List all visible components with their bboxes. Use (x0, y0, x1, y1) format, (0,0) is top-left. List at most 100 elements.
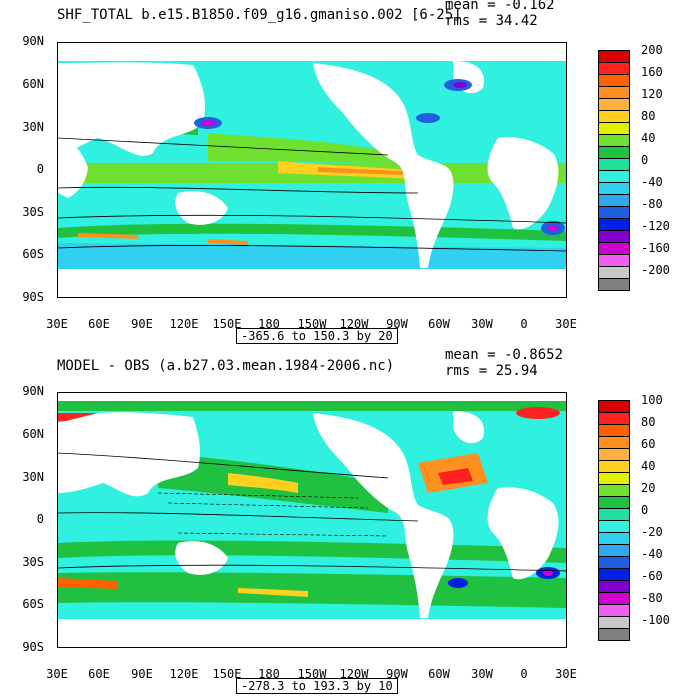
colorbar-swatch (598, 218, 630, 230)
colorbar-label: -40 (641, 175, 663, 189)
colorbar-label: 160 (641, 65, 663, 79)
x-tick-label: 30E (555, 667, 577, 681)
colorbar-label: -100 (641, 613, 670, 627)
x-tick-label: 0 (520, 317, 528, 331)
y-tick-label: 0 (36, 512, 44, 526)
x-tick-label: 30E (555, 317, 577, 331)
colorbar-swatch (598, 424, 630, 436)
x-tick-label: 90E (131, 667, 153, 681)
x-tick-label: 30E (46, 667, 68, 681)
colorbar-label: -40 (641, 547, 663, 561)
rms-value: rms = 25.94 (445, 363, 538, 379)
colorbar-label: 20 (641, 481, 656, 495)
x-tick-label: 180 (258, 667, 280, 681)
colorbar-swatch (598, 544, 630, 556)
colorbar-swatch (598, 206, 630, 218)
y-tick-label: 90N (22, 34, 44, 48)
colorbar-label: 0 (641, 153, 649, 167)
y-tick-label: 60N (22, 427, 44, 441)
x-tick-label: 60W (428, 667, 450, 681)
colorbar-swatch (598, 460, 630, 472)
colorbar-label: 80 (641, 109, 656, 123)
colorbar-label: -20 (641, 525, 663, 539)
x-tick-label: 30W (471, 667, 493, 681)
x-tick-label: 150W (297, 667, 327, 681)
colorbar-swatch (598, 266, 630, 278)
colorbar-label: 100 (641, 393, 663, 407)
colorbar-swatch (598, 74, 630, 86)
colorbar-swatch (598, 508, 630, 520)
colorbar-label: 120 (641, 87, 663, 101)
colorbar-swatch (598, 146, 630, 158)
colorbar-swatch (598, 170, 630, 182)
x-tick-label: 60E (88, 667, 110, 681)
y-tick-label: 60N (22, 77, 44, 91)
colorbar-label: -160 (641, 241, 670, 255)
colorbar-swatch (598, 472, 630, 484)
colorbar-swatch (598, 122, 630, 134)
colorbar-label: 40 (641, 131, 656, 145)
colorbar-swatch (598, 436, 630, 448)
x-tick-label: 90W (386, 317, 408, 331)
colorbar-swatch (598, 556, 630, 568)
map-plot-area (57, 392, 567, 648)
y-tick-label: 90S (22, 290, 44, 304)
mean-value: mean = -0.8652 (445, 347, 564, 363)
map-field (58, 43, 566, 297)
colorbar-swatch (598, 86, 630, 98)
colorbar-swatch (598, 134, 630, 146)
x-tick-label: 90E (131, 317, 153, 331)
colorbar-swatch (598, 412, 630, 424)
contour-range-box: -365.6 to 150.3 by 20 (236, 328, 398, 344)
x-tick-label: 120E (169, 317, 199, 331)
colorbar-swatch (598, 448, 630, 460)
colorbar-label: 40 (641, 459, 656, 473)
colorbar-swatch (598, 194, 630, 206)
panel-title: SHF_TOTAL b.e15.B1850.f09_g16.gmaniso.00… (57, 7, 462, 23)
y-tick-label: 60S (22, 247, 44, 261)
colorbar-label: -80 (641, 591, 663, 605)
map-plot-area (57, 42, 567, 298)
colorbar-label: 80 (641, 415, 656, 429)
colorbar-swatch (598, 278, 630, 291)
colorbar-label: 200 (641, 43, 663, 57)
y-tick-label: 30N (22, 120, 44, 134)
x-tick-label: 120W (339, 667, 369, 681)
x-tick-label: 120W (339, 317, 369, 331)
colorbar-swatch (598, 520, 630, 532)
colorbar-swatch (598, 580, 630, 592)
colorbar-swatch (598, 254, 630, 266)
colorbar-swatch (598, 50, 630, 62)
colorbar-label: 60 (641, 437, 656, 451)
mean-value: mean = -0.162 (445, 0, 555, 13)
colorbar-swatch (598, 182, 630, 194)
colorbar-swatch (598, 400, 630, 412)
colorbar-swatch (598, 616, 630, 628)
contour-range-box: -278.3 to 193.3 by 10 (236, 678, 398, 694)
colorbar-swatch (598, 592, 630, 604)
x-tick-label: 60W (428, 317, 450, 331)
x-tick-label: 150E (212, 317, 242, 331)
colorbar-label: -200 (641, 263, 670, 277)
colorbar-swatch (598, 568, 630, 580)
x-tick-label: 90W (386, 667, 408, 681)
x-tick-label: 30E (46, 317, 68, 331)
rms-value: rms = 34.42 (445, 13, 538, 29)
colorbar-swatch (598, 242, 630, 254)
colorbar-swatch (598, 496, 630, 508)
colorbar-swatch (598, 484, 630, 496)
map-panel-top: SHF_TOTAL b.e15.B1850.f09_g16.gmaniso.00… (22, 0, 670, 344)
y-tick-label: 90N (22, 384, 44, 398)
colorbar-swatch (598, 110, 630, 122)
colorbar-swatch (598, 98, 630, 110)
y-tick-label: 30N (22, 470, 44, 484)
y-tick-label: 30S (22, 205, 44, 219)
y-tick-label: 60S (22, 597, 44, 611)
panel-title: MODEL - OBS (a.b27.03.mean.1984-2006.nc) (57, 358, 395, 374)
y-tick-label: 0 (36, 162, 44, 176)
x-tick-label: 150E (212, 667, 242, 681)
colorbar-label: -120 (641, 219, 670, 233)
x-tick-label: 0 (520, 667, 528, 681)
colorbar-label: -60 (641, 569, 663, 583)
x-tick-label: 150W (297, 317, 327, 331)
